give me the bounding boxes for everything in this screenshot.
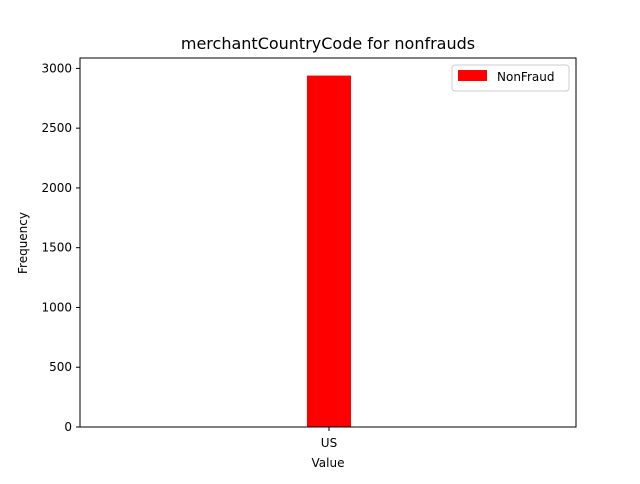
plot-frame xyxy=(79,57,577,428)
y-tick-label-2500: 2500 xyxy=(41,121,72,135)
y-tick-label-0: 0 xyxy=(64,420,72,434)
y-tick-label-3000: 3000 xyxy=(41,61,72,75)
y-tick-label-2000: 2000 xyxy=(41,181,72,195)
legend-label-nonfraud: NonFraud xyxy=(497,70,554,84)
x-axis-label: Value xyxy=(312,456,345,470)
y-tick-label-1500: 1500 xyxy=(41,241,72,255)
y-tick-label-500: 500 xyxy=(49,360,72,374)
x-axis: US xyxy=(321,427,337,450)
bar-nonfraud-us xyxy=(307,75,351,428)
legend: NonFraud xyxy=(451,64,570,92)
y-tick-label-1000: 1000 xyxy=(41,300,72,314)
chart-title: merchantCountryCode for nonfrauds xyxy=(181,34,475,53)
bars-layer xyxy=(307,75,351,428)
y-axis-label: Frequency xyxy=(16,212,30,274)
y-axis: 0 500 1000 1500 2000 2500 3000 xyxy=(41,61,80,434)
legend-swatch-nonfraud xyxy=(458,70,487,81)
x-tick-label-us: US xyxy=(321,436,337,450)
